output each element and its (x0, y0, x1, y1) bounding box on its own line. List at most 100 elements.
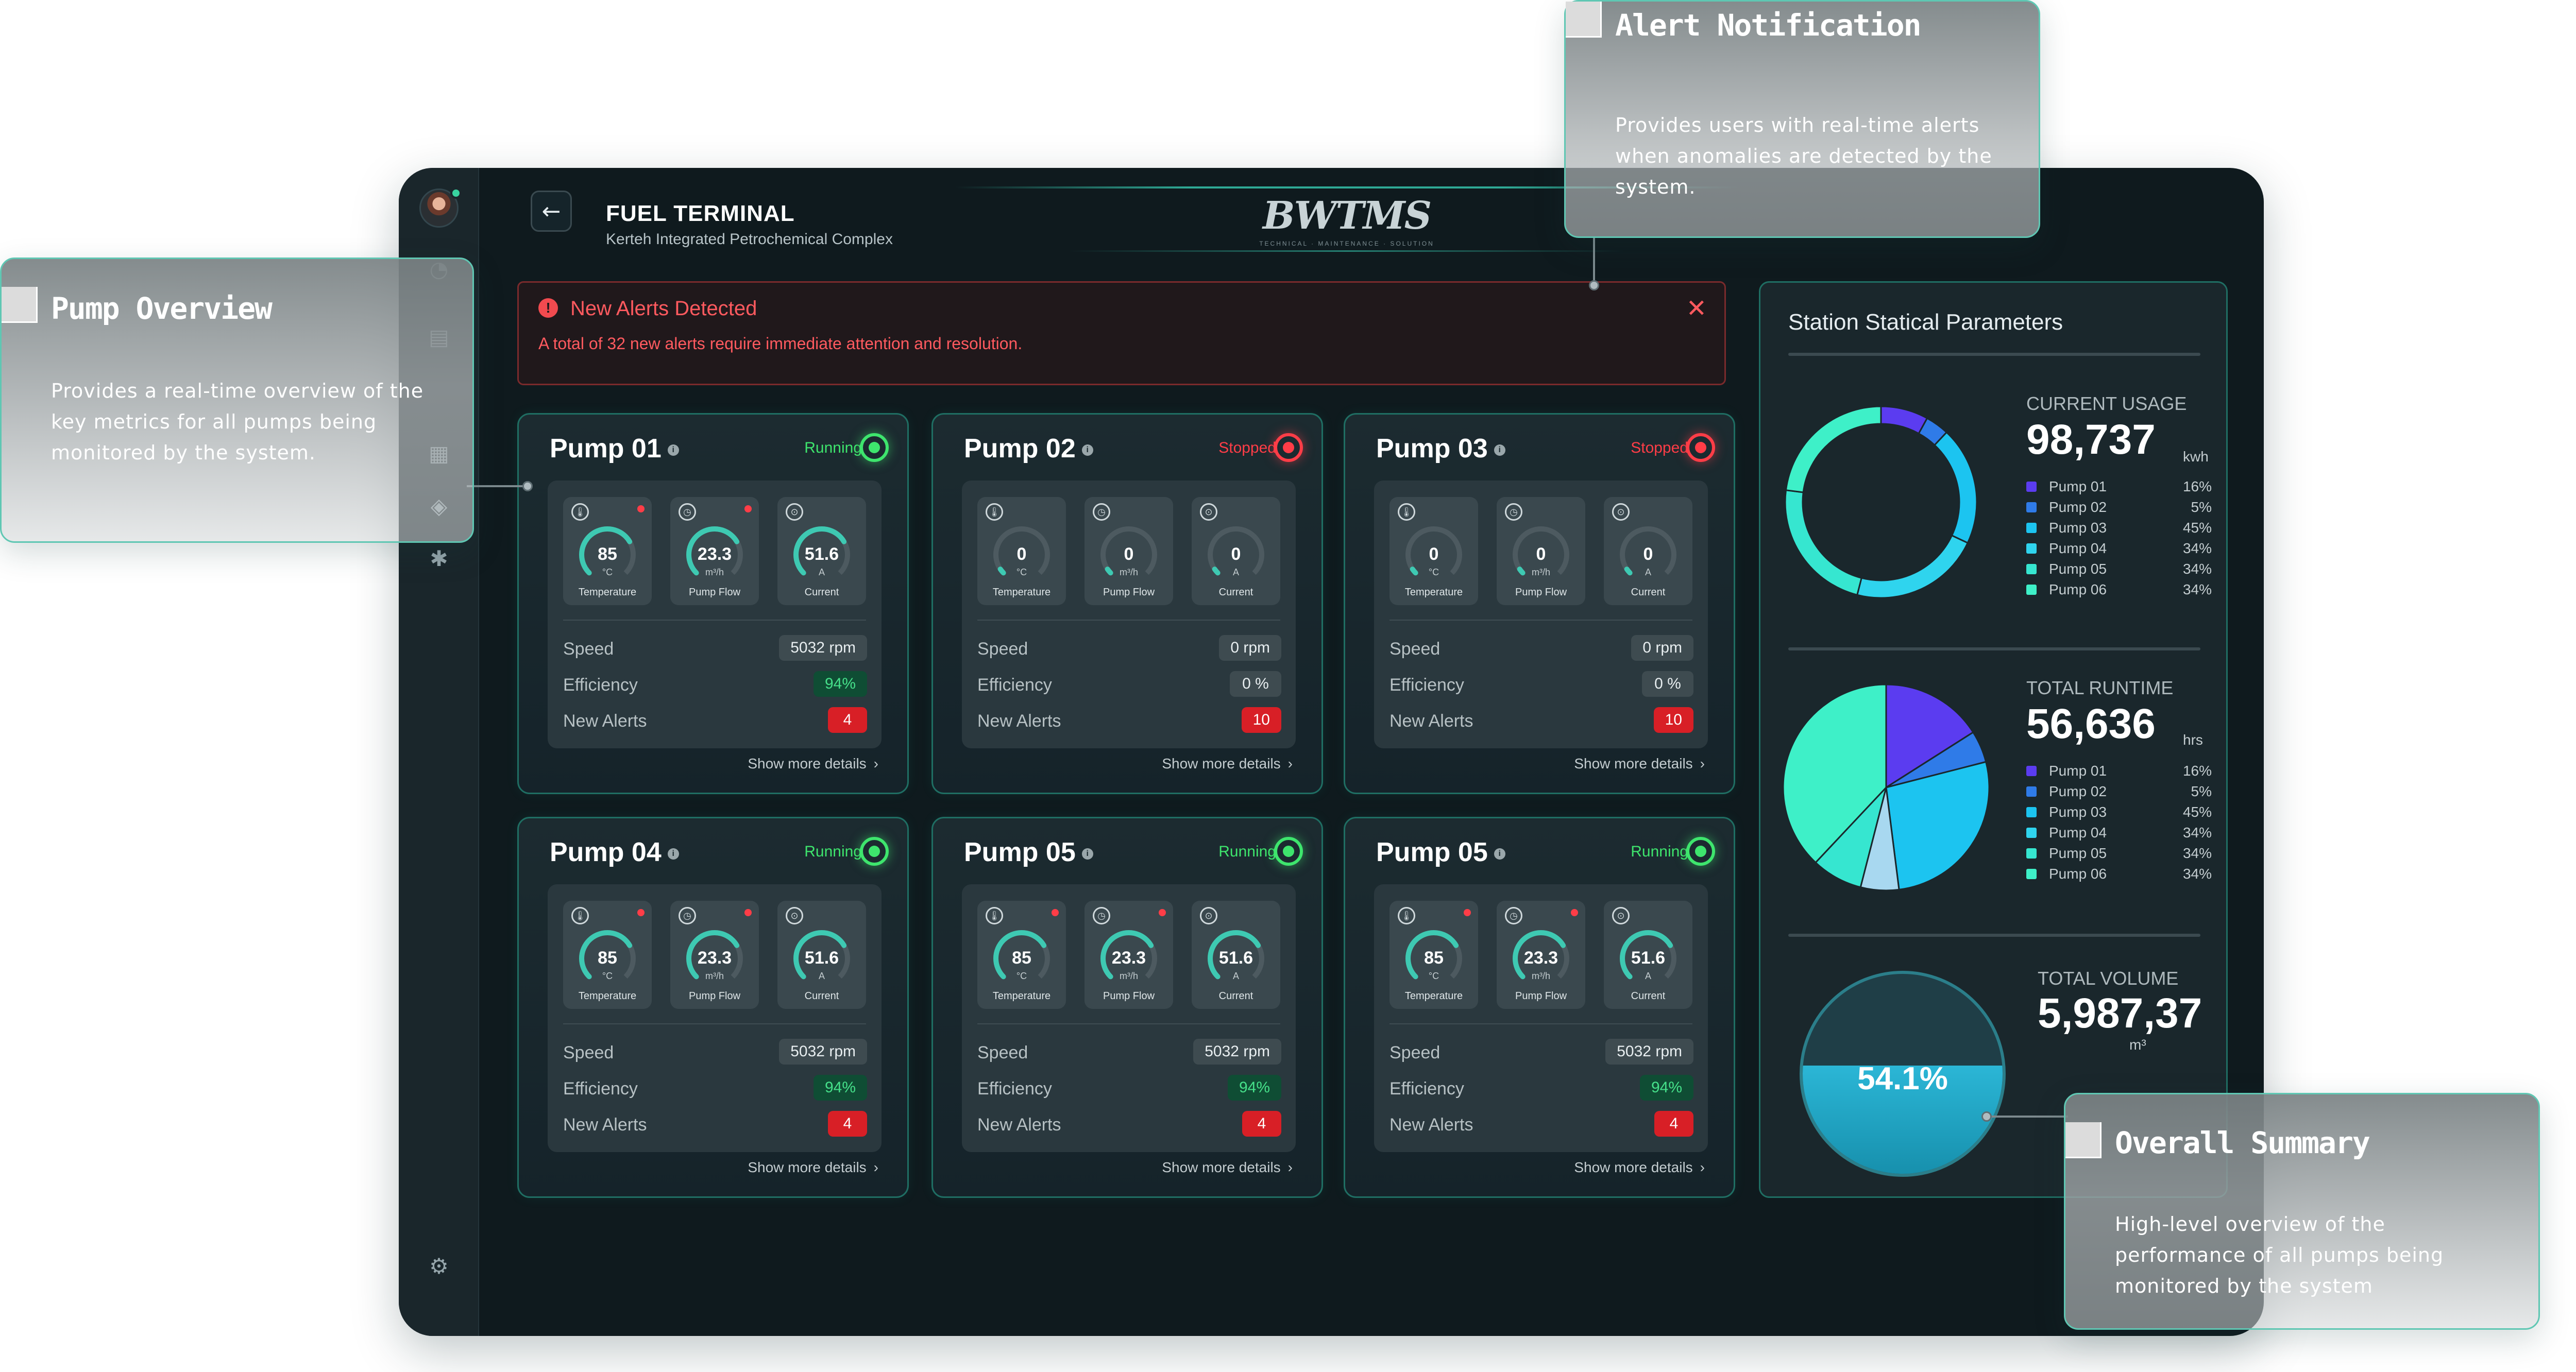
current-meter-icon: ⊙ (1200, 503, 1217, 521)
legend-name: Pump 02 (2049, 499, 2107, 515)
flow-label: Pump Flow (688, 990, 741, 1002)
temperature-value: 85 (598, 544, 617, 564)
metrics-divider (977, 620, 1280, 621)
current-gauge: ⊙ 51.6 A Current (777, 901, 866, 1009)
current-usage-value: 98,737 (2026, 416, 2156, 463)
support-icon[interactable]: ✱ (430, 545, 448, 571)
current-value: 0 (1643, 544, 1653, 564)
show-more-details-link[interactable]: Show more details › (1162, 756, 1293, 771)
slice-pump-06 (1785, 405, 1882, 493)
chevron-right-icon: › (873, 756, 878, 771)
alert-callout-anchor (1589, 280, 1599, 290)
close-icon[interactable]: ✕ (1686, 294, 1707, 323)
alert-title: New Alerts Detected (570, 297, 757, 320)
efficiency-value: 94% (1227, 1075, 1281, 1101)
info-icon[interactable]: i (1494, 848, 1505, 860)
station-panel: Station Statical Parameters CURRENT USAG… (1759, 281, 2228, 1198)
flow-meter-icon: ◷ (1093, 907, 1110, 924)
info-icon[interactable]: i (1081, 444, 1093, 456)
show-more-details-link[interactable]: Show more details › (1574, 756, 1705, 771)
total-volume-fill (1803, 1066, 2003, 1174)
new_alerts-label: New Alerts (1389, 711, 1473, 731)
temperature-unit: °C (1428, 567, 1439, 577)
flow-value: 23.3 (1111, 948, 1146, 968)
overall-summary-callout: Overall Summary High-level overview of t… (2064, 1093, 2540, 1330)
callout-line: monitored by the system (2115, 1275, 2373, 1297)
brand-logo: BWTMS TECHNICAL · MAINTENANCE · SOLUTION (1244, 194, 1450, 250)
station-divider (1788, 353, 2200, 356)
info-icon[interactable]: i (1081, 848, 1093, 860)
legend-swatch (2026, 848, 2037, 859)
speed-label: Speed (977, 1043, 1028, 1062)
flow-unit: m³/h (1532, 567, 1550, 577)
legend-name: Pump 05 (2049, 845, 2107, 861)
speed-label: Speed (1389, 639, 1440, 659)
efficiency-value: 0 % (1642, 671, 1693, 697)
settings-icon[interactable]: ⚙ (429, 1253, 449, 1279)
show-more-details-link[interactable]: Show more details › (1574, 1159, 1705, 1175)
flow-gauge: ◷ 23.3 m³/h Pump Flow (670, 901, 759, 1009)
legend-percent: 45% (2182, 520, 2212, 536)
info-icon[interactable]: i (667, 848, 679, 860)
temperature-label: Temperature (992, 990, 1051, 1002)
brand-tagline: TECHNICAL · MAINTENANCE · SOLUTION (1259, 240, 1434, 247)
legend-item: Pump 03 45% (2026, 802, 2212, 822)
legend-swatch (2026, 828, 2037, 838)
callout-marker (1566, 2, 1602, 38)
legend-swatch (2026, 807, 2037, 817)
show-more-details-link[interactable]: Show more details › (748, 1159, 878, 1175)
flow-unit: m³/h (705, 971, 724, 981)
online-status-dot (450, 187, 462, 199)
legend-item: Pump 05 34% (2026, 559, 2212, 579)
current-meter-icon: ⊙ (786, 503, 803, 521)
gauge-arc (1100, 930, 1157, 987)
pump-status-label: Stopped (1218, 439, 1276, 456)
current-label: Current (1631, 587, 1666, 598)
current-meter-icon: ⊙ (786, 907, 803, 924)
callout-line: system. (1615, 176, 1696, 198)
legend-name: Pump 05 (2049, 561, 2107, 577)
info-icon[interactable]: i (1494, 444, 1505, 456)
total-runtime-label: TOTAL RUNTIME (2026, 677, 2174, 698)
current-meter-icon: ⊙ (1612, 907, 1630, 924)
efficiency-value: 94% (1639, 1075, 1693, 1101)
legend-swatch (2026, 585, 2037, 595)
current-usage-legend: Pump 01 16% Pump 02 5% Pump 03 45% Pump 04 34% P… (2026, 476, 2212, 600)
gauge-arc (1513, 526, 1569, 583)
legend-name: Pump 01 (2049, 763, 2107, 779)
pump-name: Pump 05 i (964, 837, 1093, 868)
slice-pump-03 (1885, 761, 1990, 891)
legend-swatch (2026, 786, 2037, 797)
gauge-arc (993, 526, 1050, 583)
flow-value: 0 (1124, 544, 1134, 564)
gauge-arc (1208, 930, 1264, 987)
temperature-unit: °C (1016, 567, 1027, 577)
back-button[interactable]: ← (531, 191, 572, 232)
temperature-value: 0 (1016, 544, 1027, 564)
slice-pump-04 (1856, 534, 1969, 599)
legend-swatch (2026, 564, 2037, 574)
alert-icon: ! (538, 298, 558, 318)
pump-callout-leader (467, 485, 530, 487)
flow-gauge: ◷ 23.3 m³/h Pump Flow (670, 497, 759, 605)
flow-label: Pump Flow (1515, 990, 1567, 1002)
callout-marker (2, 287, 38, 323)
current-unit: A (1645, 971, 1651, 981)
total-runtime-pie-chart (1782, 683, 1990, 891)
pump-callout-anchor (522, 481, 533, 491)
show-more-details-link[interactable]: Show more details › (1162, 1159, 1293, 1175)
callout-line: Provides a real-time overview of the (51, 380, 424, 402)
current-unit: A (818, 971, 825, 981)
station-title: Station Statical Parameters (1788, 310, 2063, 335)
current-usage-donut-chart (1784, 405, 1978, 599)
speed-label: Speed (977, 639, 1028, 659)
info-icon[interactable]: i (667, 444, 679, 456)
flow-gauge: ◷ 0 m³/h Pump Flow (1497, 497, 1585, 605)
current-unit: A (1232, 567, 1239, 577)
total-runtime-unit: hrs (2183, 732, 2203, 748)
efficiency-value: 94% (813, 1075, 867, 1101)
show-more-details-link[interactable]: Show more details › (748, 756, 878, 771)
temperature-gauge: 🌡 85 °C Temperature (977, 901, 1066, 1009)
legend-name: Pump 02 (2049, 783, 2107, 799)
temperature-label: Temperature (578, 990, 637, 1002)
